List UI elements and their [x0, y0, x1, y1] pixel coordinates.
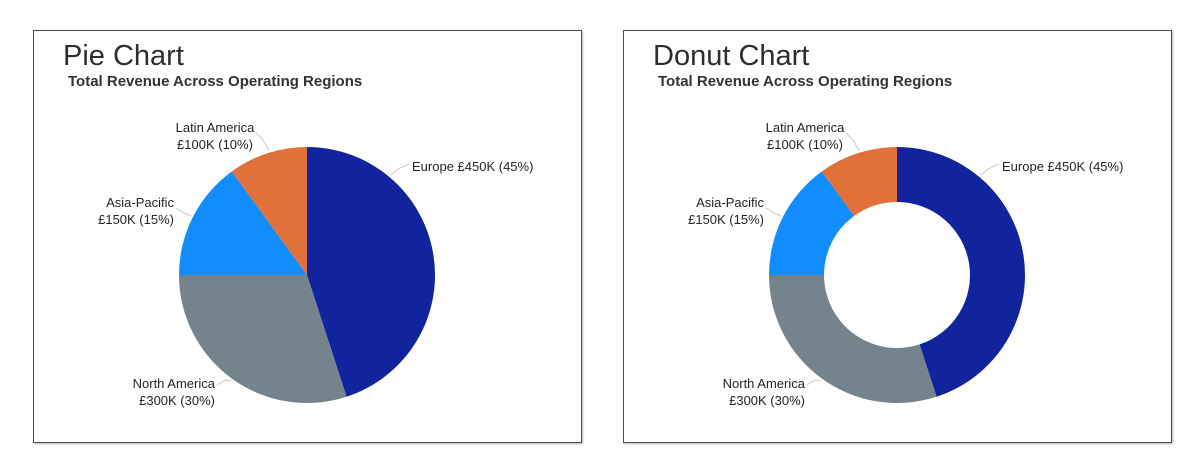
label-line: Latin America — [765, 120, 845, 135]
label-line: North America — [722, 376, 805, 391]
label-line: £300K (30%) — [729, 393, 805, 408]
pie-chart-subtitle: Total Revenue Across Operating Regions — [68, 73, 363, 90]
label-north-america: North America £300K (30%) — [624, 375, 805, 409]
donut-chart-title: Donut Chart — [653, 40, 810, 72]
label-line: Asia-Pacific — [696, 195, 764, 210]
label-line: £150K (15%) — [688, 212, 764, 227]
label-line: £100K (10%) — [767, 137, 843, 152]
slice-north-america[interactable] — [769, 275, 937, 404]
slice-north-america[interactable] — [178, 275, 347, 404]
label-line: Asia-Pacific — [106, 195, 174, 210]
label-line: £100K (10%) — [177, 137, 253, 152]
slice-asia-pacific[interactable] — [769, 171, 855, 275]
label-asia-pacific: Asia-Pacific £150K (15%) — [624, 194, 764, 228]
label-line: Europe £450K (45%) — [1002, 159, 1124, 174]
label-latin-america: Latin America £100K (10%) — [725, 119, 885, 153]
label-line: £150K (15%) — [98, 212, 174, 227]
slice-latin-america[interactable] — [231, 147, 307, 275]
donut-chart-subtitle: Total Revenue Across Operating Regions — [658, 73, 953, 90]
slice-asia-pacific[interactable] — [179, 171, 307, 275]
label-asia-pacific: Asia-Pacific £150K (15%) — [34, 194, 174, 228]
label-line: Latin America — [175, 120, 255, 135]
label-leader-line — [980, 163, 1000, 176]
label-line: North America — [132, 376, 215, 391]
label-leader-line — [845, 132, 860, 151]
slice-europe[interactable] — [307, 147, 436, 397]
label-leader-line — [255, 132, 270, 151]
pie-chart-title: Pie Chart — [63, 40, 184, 72]
label-leader-line — [765, 207, 782, 217]
label-line: Europe £450K (45%) — [412, 159, 534, 174]
donut-plot — [765, 132, 1026, 404]
label-leader-line — [175, 207, 192, 217]
donut-chart-card: Donut Chart Total Revenue Across Operati… — [623, 30, 1172, 443]
label-leader-line — [390, 163, 410, 176]
pie-plot — [175, 132, 436, 404]
label-line: £300K (30%) — [139, 393, 215, 408]
label-europe: Europe £450K (45%) — [412, 158, 533, 175]
label-north-america: North America £300K (30%) — [34, 375, 215, 409]
label-leader-line — [806, 379, 822, 386]
label-leader-line — [216, 379, 232, 386]
label-europe: Europe £450K (45%) — [1002, 158, 1123, 175]
pie-chart-card: Pie Chart Total Revenue Across Operating… — [33, 30, 582, 443]
label-latin-america: Latin America £100K (10%) — [135, 119, 295, 153]
slice-latin-america[interactable] — [821, 147, 897, 216]
slice-europe[interactable] — [897, 147, 1026, 397]
